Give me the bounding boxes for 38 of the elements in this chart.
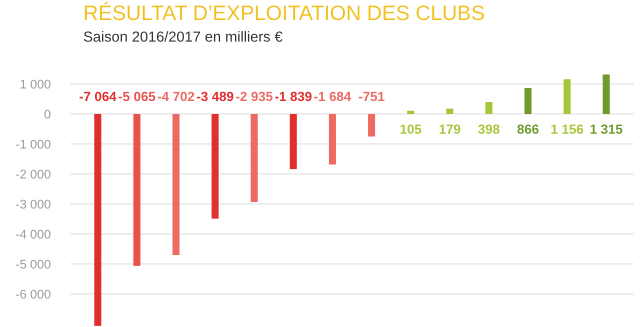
data-label: -1 839 <box>275 92 312 102</box>
y-tick-label: -4 000 <box>16 230 50 239</box>
bar <box>485 102 492 114</box>
y-tick-label: 0 <box>44 110 50 119</box>
chart-subtitle: Saison 2016/2017 en milliers € <box>84 31 282 42</box>
bar <box>407 110 414 114</box>
data-label: -1 684 <box>314 92 352 102</box>
data-label: 1 156 <box>551 124 584 134</box>
data-label: -2 935 <box>236 92 273 102</box>
bar <box>328 114 336 164</box>
y-tick-label: -6 000 <box>16 290 50 299</box>
bar <box>368 114 376 136</box>
chart-title: RÉSULTAT D’EXPLOITATION DES CLUBS <box>84 2 484 20</box>
data-label: -751 <box>358 92 384 102</box>
bar <box>133 114 140 266</box>
bar <box>446 108 454 114</box>
data-label: 105 <box>400 124 422 134</box>
bar <box>250 114 258 202</box>
data-label: -4 702 <box>158 92 194 102</box>
y-tick-label: -2 000 <box>16 170 50 179</box>
data-label: 866 <box>517 124 539 134</box>
data-label: -3 489 <box>196 92 234 102</box>
bar <box>602 74 610 114</box>
bar <box>564 79 571 114</box>
bar <box>524 88 532 114</box>
data-label: -5 065 <box>118 92 156 102</box>
y-tick-label: -5 000 <box>16 260 50 269</box>
data-label: -7 064 <box>80 92 116 102</box>
bar <box>94 114 102 326</box>
bar <box>290 114 297 170</box>
y-tick-label: -1 000 <box>16 140 50 149</box>
data-label: 1 315 <box>590 124 622 134</box>
data-label: 179 <box>440 124 460 134</box>
data-label: 398 <box>478 124 500 134</box>
bar <box>172 114 180 256</box>
y-tick-label: -3 000 <box>16 200 50 209</box>
y-tick-label: 1 000 <box>20 80 50 89</box>
bar <box>212 114 219 219</box>
